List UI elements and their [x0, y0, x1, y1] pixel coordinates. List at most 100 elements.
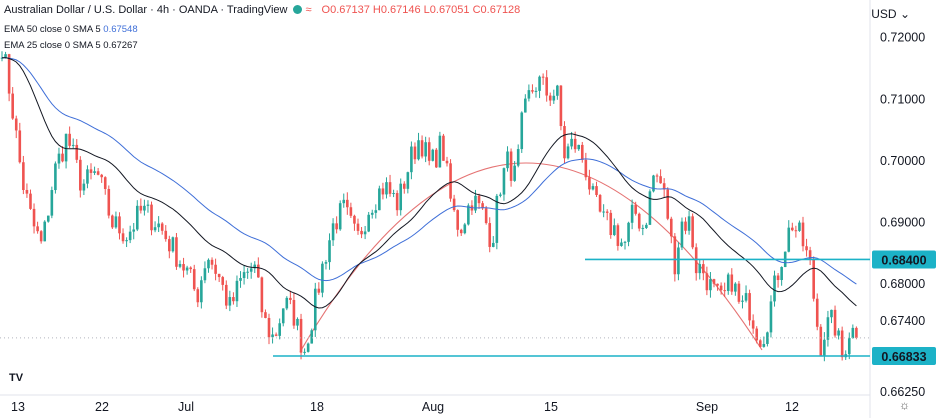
- candle-body[interactable]: [484, 208, 488, 224]
- candle-body[interactable]: [712, 279, 716, 284]
- candle-body[interactable]: [787, 227, 791, 252]
- candle-body[interactable]: [541, 76, 545, 78]
- candle-body[interactable]: [260, 277, 264, 313]
- candle-body[interactable]: [356, 223, 360, 231]
- candle-body[interactable]: [306, 343, 310, 352]
- candle-body[interactable]: [723, 290, 726, 292]
- candle-body[interactable]: [616, 225, 620, 246]
- candle-body[interactable]: [221, 277, 225, 285]
- candle-body[interactable]: [239, 278, 242, 281]
- candle-body[interactable]: [502, 168, 506, 195]
- candle-body[interactable]: [691, 216, 694, 248]
- candle-body[interactable]: [847, 338, 851, 355]
- candle-body[interactable]: [86, 169, 89, 184]
- candle-body[interactable]: [734, 283, 737, 292]
- candle-body[interactable]: [4, 54, 7, 58]
- candle-body[interactable]: [744, 293, 748, 301]
- candle-body[interactable]: [481, 203, 484, 209]
- candle-body[interactable]: [459, 229, 463, 234]
- candle-body[interactable]: [363, 231, 367, 235]
- candle-body[interactable]: [367, 214, 370, 232]
- candle-body[interactable]: [627, 222, 630, 242]
- candle-body[interactable]: [595, 186, 598, 195]
- candle-body[interactable]: [719, 285, 723, 291]
- candle-body[interactable]: [14, 118, 18, 131]
- candle-body[interactable]: [289, 297, 292, 300]
- candle-body[interactable]: [580, 144, 584, 160]
- candle-body[interactable]: [39, 231, 43, 242]
- candle-body[interactable]: [830, 309, 833, 318]
- candle-body[interactable]: [623, 241, 627, 243]
- candle-body[interactable]: [524, 98, 527, 113]
- candle-body[interactable]: [338, 203, 342, 230]
- candle-body[interactable]: [399, 183, 403, 211]
- settings-gear-icon[interactable]: ☼: [899, 398, 910, 412]
- candle-body[interactable]: [730, 274, 734, 292]
- candle-body[interactable]: [431, 149, 435, 161]
- candle-body[interactable]: [655, 175, 659, 177]
- candle-body[interactable]: [769, 301, 773, 333]
- candle-body[interactable]: [634, 204, 637, 214]
- candle-body[interactable]: [737, 283, 741, 302]
- candle-body[interactable]: [89, 169, 93, 173]
- candle-body[interactable]: [630, 204, 634, 223]
- candle-body[interactable]: [64, 133, 68, 162]
- candle-body[interactable]: [808, 250, 812, 260]
- candle-body[interactable]: [687, 216, 691, 231]
- candle-body[interactable]: [349, 207, 353, 216]
- candle-body[interactable]: [755, 328, 759, 341]
- candle-body[interactable]: [57, 153, 61, 164]
- candle-body[interactable]: [591, 186, 595, 190]
- candle-body[interactable]: [531, 90, 534, 92]
- candle-body[interactable]: [698, 264, 702, 274]
- candle-body[interactable]: [228, 297, 232, 306]
- candle-body[interactable]: [620, 242, 623, 246]
- candle-body[interactable]: [456, 210, 459, 230]
- candle-body[interactable]: [748, 293, 751, 321]
- candle-body[interactable]: [121, 233, 125, 242]
- candle-body[interactable]: [766, 332, 769, 344]
- candle-body[interactable]: [342, 199, 346, 204]
- candle-body[interactable]: [146, 204, 150, 206]
- candle-body[interactable]: [224, 284, 228, 306]
- candle-body[interactable]: [573, 138, 577, 150]
- candle-body[interactable]: [680, 221, 684, 248]
- candle-body[interactable]: [232, 297, 235, 302]
- candle-body[interactable]: [196, 289, 200, 303]
- candle-body[interactable]: [257, 264, 260, 278]
- candle-body[interactable]: [114, 216, 118, 228]
- candle-body[interactable]: [552, 95, 556, 101]
- candle-body[interactable]: [25, 189, 29, 194]
- candle-body[interactable]: [178, 264, 182, 267]
- candle-body[interactable]: [128, 231, 132, 241]
- candle-body[interactable]: [335, 223, 338, 230]
- candle-body[interactable]: [491, 242, 495, 247]
- candle-body[interactable]: [285, 297, 289, 309]
- candle-body[interactable]: [758, 340, 762, 347]
- candle-body[interactable]: [385, 182, 388, 195]
- candle-body[interactable]: [648, 191, 652, 225]
- candle-body[interactable]: [420, 140, 424, 157]
- candle-body[interactable]: [36, 226, 39, 232]
- candle-body[interactable]: [79, 159, 82, 191]
- candle-body[interactable]: [360, 230, 363, 235]
- candle-body[interactable]: [794, 230, 798, 232]
- candle-body[interactable]: [577, 144, 581, 150]
- candle-body[interactable]: [374, 210, 378, 213]
- candle-body[interactable]: [445, 160, 449, 164]
- candle-body[interactable]: [805, 246, 808, 251]
- candle-body[interactable]: [100, 174, 103, 178]
- candle-body[interactable]: [751, 320, 755, 329]
- candle-body[interactable]: [855, 327, 858, 338]
- candle-body[interactable]: [516, 149, 520, 166]
- candle-body[interactable]: [118, 216, 121, 234]
- candle-body[interactable]: [264, 312, 267, 318]
- candle-body[interactable]: [495, 195, 499, 243]
- candle-body[interactable]: [474, 195, 477, 211]
- candle-body[interactable]: [449, 163, 452, 199]
- candle-body[interactable]: [840, 330, 844, 358]
- candle-body[interactable]: [762, 343, 766, 347]
- candle-body[interactable]: [235, 280, 239, 302]
- candle-body[interactable]: [207, 259, 210, 269]
- candle-body[interactable]: [477, 195, 481, 204]
